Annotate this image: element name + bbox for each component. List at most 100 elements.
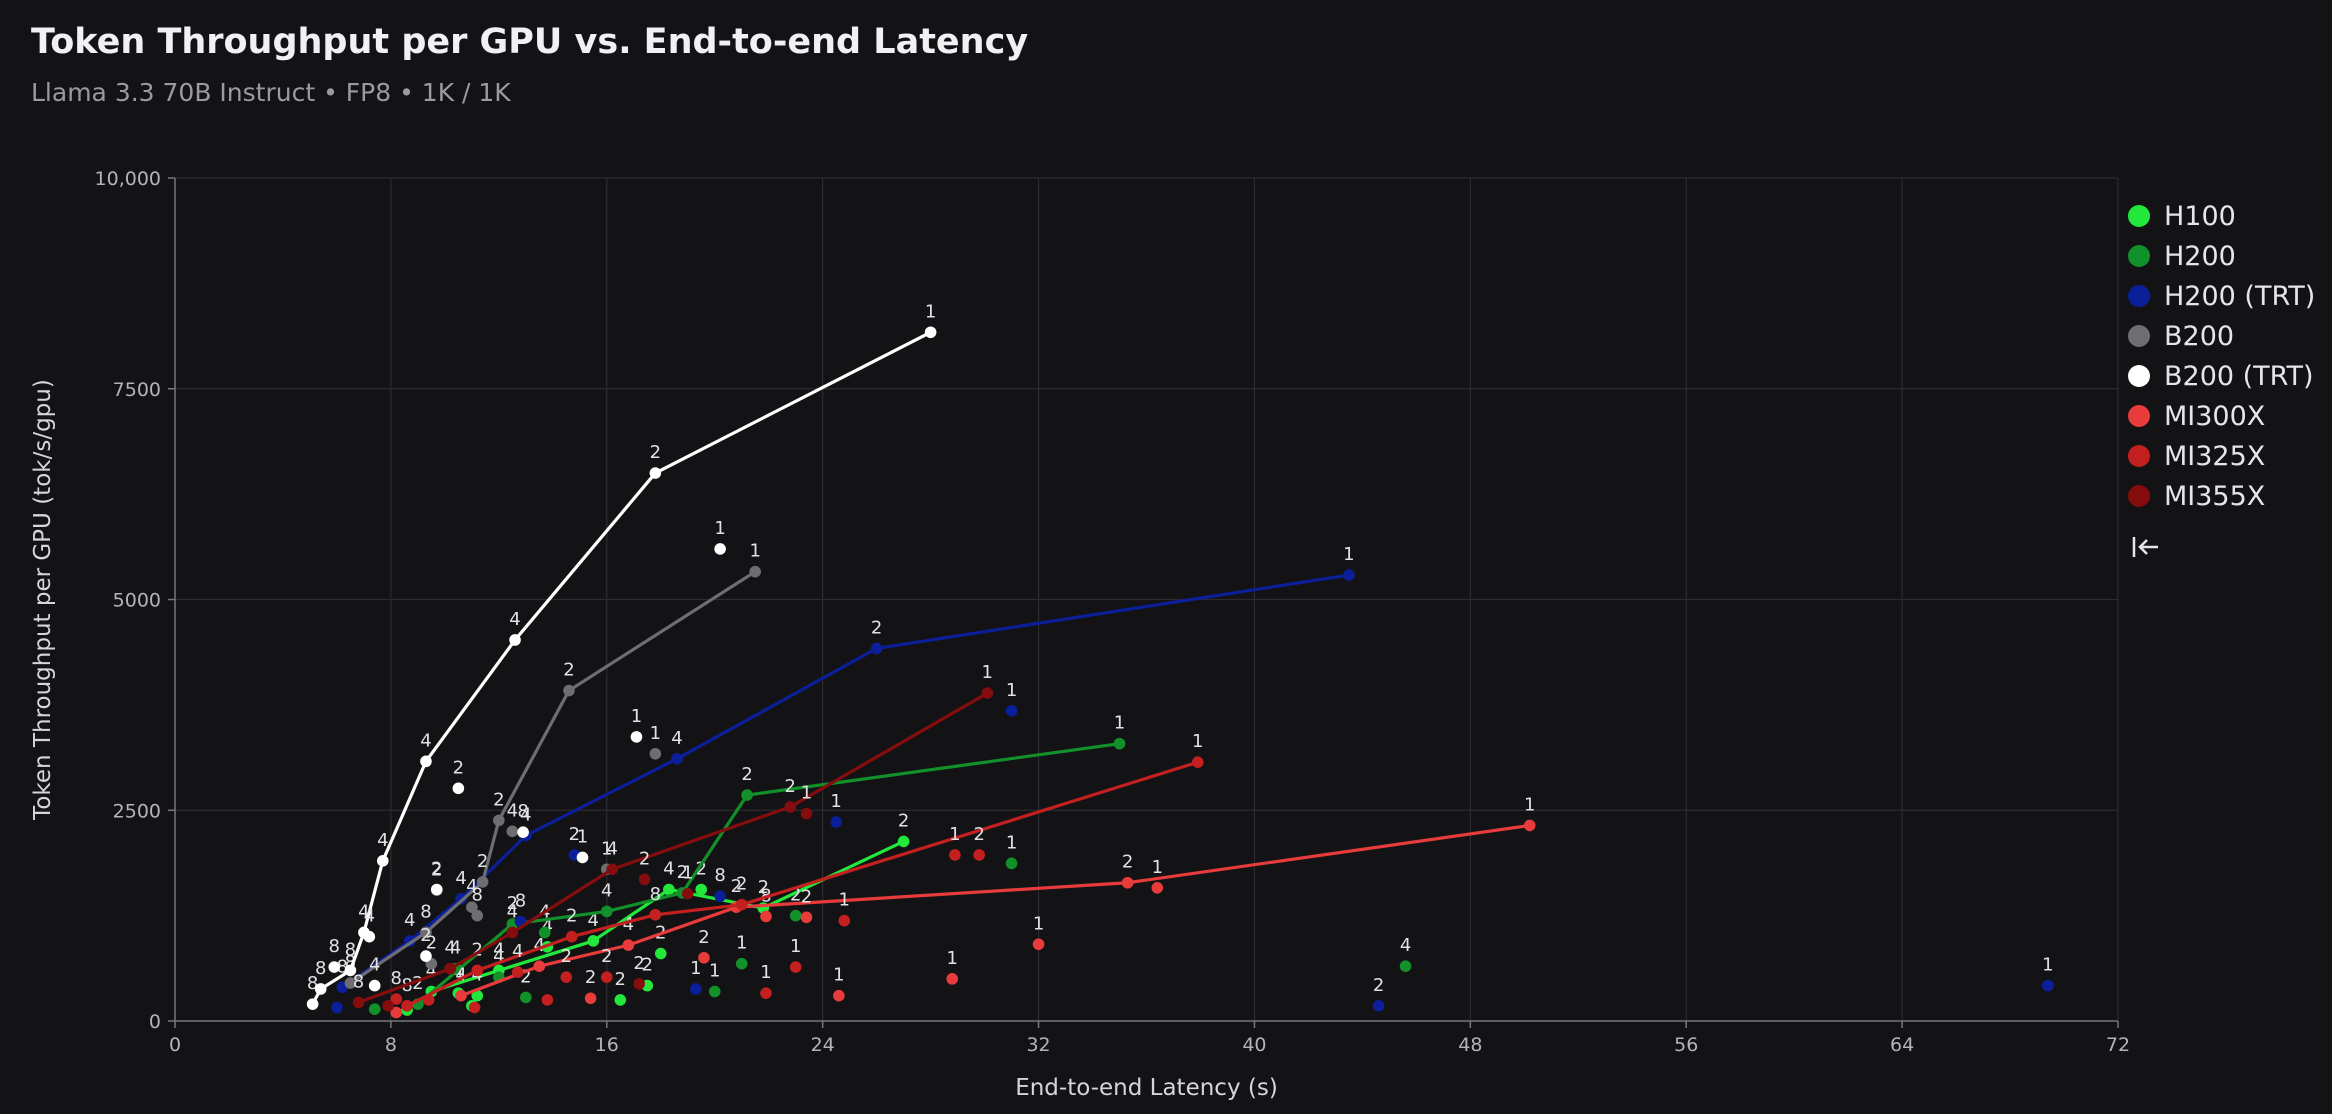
data-point <box>800 911 813 924</box>
data-point <box>638 873 651 886</box>
data-label: 2 <box>731 876 742 897</box>
data-point <box>1113 737 1126 750</box>
x-tick-label: 56 <box>1674 1034 1698 1056</box>
data-point <box>784 801 797 813</box>
data-label: 8 <box>714 865 725 886</box>
data-label: 4 <box>377 830 388 851</box>
x-tick-label: 64 <box>1890 1034 1914 1056</box>
legend: H100 H200 H200 (TRT) B200 B200 (TRT) MI300X MI… <box>2128 196 2328 516</box>
data-label: 2 <box>412 973 423 994</box>
data-point <box>633 978 645 990</box>
data-label: 2 <box>420 925 431 946</box>
data-label: 2 <box>615 969 626 990</box>
data-point <box>789 909 802 922</box>
data-point <box>924 326 937 339</box>
data-label: 2 <box>1373 975 1384 996</box>
x-tick-label: 16 <box>595 1034 619 1056</box>
data-label: 1 <box>1524 794 1535 815</box>
data-point <box>422 994 435 1006</box>
legend-swatch <box>2128 405 2150 427</box>
data-point <box>714 543 726 555</box>
data-label: 2 <box>431 858 442 879</box>
data-point <box>622 939 635 951</box>
data-point <box>649 747 662 760</box>
data-label: 8 <box>307 973 318 994</box>
chart-title: Token Throughput per GPU vs. End-to-end … <box>31 22 1029 62</box>
data-point <box>760 987 772 999</box>
y-tick-label: 10,000 <box>95 168 161 190</box>
data-label: 4 <box>493 946 504 967</box>
data-point <box>708 985 721 998</box>
y-tick-label: 7500 <box>113 379 161 401</box>
data-point <box>493 814 505 827</box>
data-label: 4 <box>623 914 634 935</box>
data-point <box>654 947 667 960</box>
data-point <box>830 816 842 828</box>
data-label: 2 <box>426 933 437 954</box>
data-point <box>749 565 762 578</box>
data-label: 1 <box>949 824 960 845</box>
data-label: 8 <box>515 891 526 912</box>
data-label: 2 <box>677 862 688 883</box>
data-label: 2 <box>801 886 812 907</box>
legend-item[interactable]: H200 <box>2128 236 2328 276</box>
legend-item[interactable]: B200 <box>2128 316 2328 356</box>
y-axis-title: Token Throughput per GPU (tok/s/gpu) <box>30 379 56 821</box>
data-label: 2 <box>650 442 661 463</box>
data-point <box>649 908 662 921</box>
legend-item[interactable]: B200 (TRT) <box>2128 356 2328 396</box>
data-label: 1 <box>982 662 993 683</box>
data-point <box>949 849 961 861</box>
legend-item[interactable]: MI355X <box>2128 476 2328 516</box>
data-label: 1 <box>801 783 812 804</box>
x-tick-label: 24 <box>811 1034 835 1056</box>
legend-label: H200 (TRT) <box>2164 280 2316 312</box>
data-label: 1 <box>682 863 693 884</box>
data-label: 2 <box>871 617 882 638</box>
data-label: 1 <box>690 958 701 979</box>
data-point <box>560 971 573 983</box>
data-point <box>1005 857 1018 870</box>
y-tick-label: 5000 <box>113 590 161 612</box>
data-point <box>698 951 710 964</box>
data-label: 4 <box>601 880 612 901</box>
data-point <box>376 855 389 867</box>
data-point <box>390 1006 403 1019</box>
data-label: 2 <box>698 927 709 948</box>
data-point <box>735 957 748 970</box>
data-point <box>735 898 748 911</box>
data-point <box>401 1000 413 1012</box>
data-label: 4 <box>542 916 553 937</box>
legend-item[interactable]: H200 (TRT) <box>2128 276 2328 316</box>
data-point <box>455 989 467 1002</box>
data-label: 1 <box>1006 680 1017 701</box>
x-tick-label: 48 <box>1458 1034 1482 1056</box>
data-point <box>506 825 519 838</box>
data-point <box>511 966 524 978</box>
data-point <box>363 930 376 943</box>
data-point <box>714 890 726 903</box>
data-point <box>741 789 753 801</box>
collapse-left-icon[interactable] <box>2128 530 2162 564</box>
data-label: 2 <box>569 824 580 845</box>
data-label: 8 <box>420 901 431 922</box>
y-tick-label: 2500 <box>113 800 161 822</box>
series-line <box>349 570 757 985</box>
data-point <box>368 979 381 992</box>
data-point <box>506 926 519 939</box>
legend-item[interactable]: H100 <box>2128 196 2328 236</box>
legend-item[interactable]: MI300X <box>2128 396 2328 436</box>
data-label: 1 <box>839 890 850 911</box>
data-point <box>328 961 341 973</box>
data-label: 1 <box>833 965 844 986</box>
data-point <box>471 964 484 977</box>
data-point <box>690 983 702 995</box>
legend-item[interactable]: MI325X <box>2128 436 2328 476</box>
legend-label: B200 <box>2164 320 2235 352</box>
data-label: 2 <box>1122 852 1133 873</box>
data-label: 4 <box>369 955 380 976</box>
legend-swatch <box>2128 445 2150 467</box>
